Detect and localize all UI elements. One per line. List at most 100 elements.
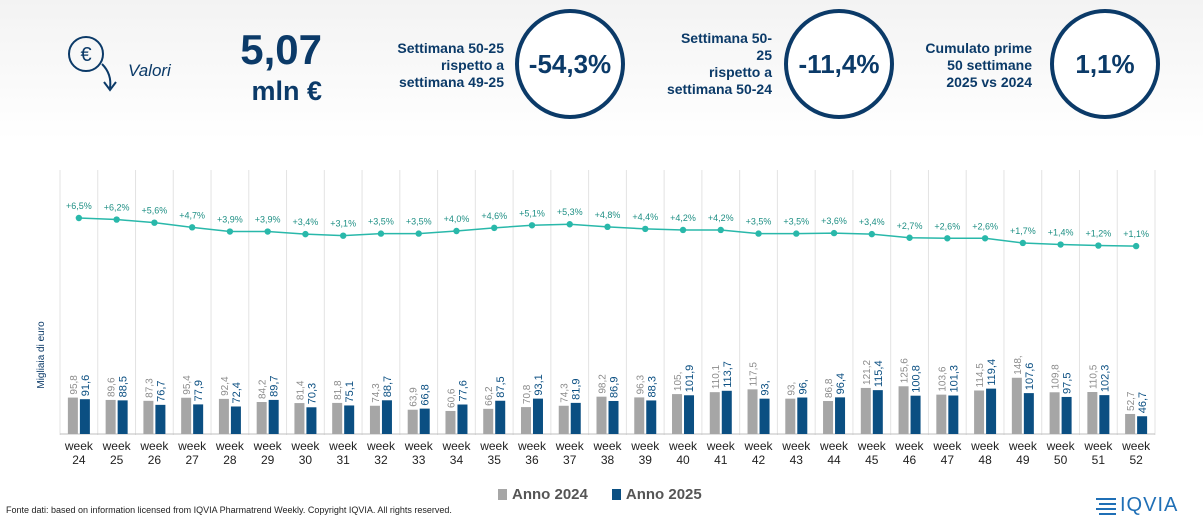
growth-point xyxy=(1132,242,1140,250)
data-label-2025: 119,4 xyxy=(986,359,998,386)
bar-2024 xyxy=(143,400,154,434)
growth-label: +2,6% xyxy=(972,221,998,231)
growth-point xyxy=(717,226,724,234)
data-label-2025: 100,8 xyxy=(911,365,923,393)
legend-item-2025: Anno 2025 xyxy=(611,486,702,503)
growth-point xyxy=(944,235,951,242)
data-label-2025: 96,4 xyxy=(835,373,847,394)
growth-point xyxy=(604,223,611,231)
bar-2024 xyxy=(634,397,645,434)
category-label-number: 52 xyxy=(1129,453,1143,467)
category-label: week xyxy=(441,439,471,453)
data-label-2024: 74,3 xyxy=(560,383,571,403)
bar-2024 xyxy=(1125,413,1136,434)
bar-2025 xyxy=(268,399,279,434)
legend: Anno 2024 Anno 2025 xyxy=(498,486,702,503)
logo-text: IQVIA xyxy=(1120,494,1179,516)
data-label-2025: 101,3 xyxy=(948,365,960,393)
category-label: week xyxy=(781,439,811,453)
bar-2024 xyxy=(483,408,494,434)
category-label: week xyxy=(706,439,736,453)
data-label-2025: 70,3 xyxy=(306,383,318,404)
data-label-2024: 60,6 xyxy=(446,388,457,408)
category-label: week xyxy=(517,439,547,453)
bar-2025 xyxy=(986,388,997,434)
bar-2024 xyxy=(747,389,758,434)
growth-label: +4,0% xyxy=(444,214,470,224)
category-label: week xyxy=(1046,439,1076,453)
legend-swatch-2025 xyxy=(611,489,621,500)
growth-label: +4,2% xyxy=(670,213,696,223)
growth-label: +4,2% xyxy=(708,213,734,223)
bar-2024 xyxy=(1087,392,1098,434)
category-label-number: 45 xyxy=(865,453,879,467)
growth-point xyxy=(1019,239,1027,247)
bar-2024 xyxy=(67,397,78,434)
data-label-2024: 103,6 xyxy=(937,366,948,391)
category-label-number: 38 xyxy=(601,453,615,467)
category-label-number: 29 xyxy=(261,453,275,467)
category-label: week xyxy=(592,439,622,453)
data-label-2024: 125,6 xyxy=(900,358,911,383)
data-label-2025: 75,1 xyxy=(344,381,356,402)
category-label: week xyxy=(668,439,698,453)
bar-2025 xyxy=(457,404,468,434)
category-label-number: 48 xyxy=(978,453,992,467)
data-label-2024: 148, xyxy=(1013,355,1024,374)
data-label-2024: 87,3 xyxy=(144,378,155,398)
bar-2025 xyxy=(344,405,355,434)
category-label: week xyxy=(1008,439,1038,453)
data-label-2024: 66,2 xyxy=(484,386,495,406)
category-label-number: 28 xyxy=(223,453,237,467)
bar-2025 xyxy=(608,400,619,434)
data-label-2025: 115,4 xyxy=(873,360,885,387)
bar-2025 xyxy=(646,400,657,434)
data-label-2025: 86,9 xyxy=(609,377,621,398)
growth-point xyxy=(868,230,876,238)
bar-2025 xyxy=(532,398,543,434)
data-label-2025: 77,6 xyxy=(457,380,469,401)
growth-point xyxy=(642,225,649,233)
data-label-2025: 46,7 xyxy=(1137,392,1149,413)
growth-label: +3,4% xyxy=(859,217,885,227)
growth-label: +3,5% xyxy=(746,217,772,227)
growth-point xyxy=(226,228,234,235)
bar-2024 xyxy=(898,386,909,434)
data-label-2024: 86,8 xyxy=(824,378,835,398)
growth-label: +3,4% xyxy=(293,217,319,227)
category-label-number: 27 xyxy=(185,453,199,467)
bar-2025 xyxy=(948,395,959,434)
bar-2024 xyxy=(558,405,569,434)
category-label-number: 42 xyxy=(752,453,766,467)
bar-2025 xyxy=(419,408,430,434)
bar-2025 xyxy=(797,397,808,434)
kpi-3-label: Cumulato prime 50 settimane 2025 vs 2024 xyxy=(925,40,1032,90)
growth-label: +3,6% xyxy=(821,216,847,226)
growth-label: +1,1% xyxy=(1123,229,1149,239)
bar-2025 xyxy=(910,395,921,434)
growth-point xyxy=(906,234,913,241)
bar-2025 xyxy=(230,406,241,434)
logo-mark-icon xyxy=(1096,497,1116,515)
data-label-2025: 107,6 xyxy=(1024,363,1036,391)
kpi-2-label: Settimana 50- 25 rispetto a settimana 50… xyxy=(666,30,772,97)
data-label-2025: 96, xyxy=(797,379,809,394)
data-label-2024: 109,8 xyxy=(1051,364,1062,389)
growth-point xyxy=(566,221,573,228)
category-label-number: 50 xyxy=(1054,453,1068,467)
category-label: week xyxy=(102,439,132,453)
category-label: week xyxy=(290,439,320,453)
growth-label: +3,9% xyxy=(255,215,281,225)
growth-label: +2,6% xyxy=(934,221,960,231)
data-label-2024: 110,1 xyxy=(711,364,722,389)
data-label-2024: 93, xyxy=(786,382,797,396)
data-label-2025: 93,1 xyxy=(533,374,545,395)
data-label-2024: 105, xyxy=(673,372,684,391)
data-label-2024: 95,8 xyxy=(69,375,80,395)
growth-label: +4,6% xyxy=(481,211,507,221)
category-label: week xyxy=(215,439,245,453)
category-label: week xyxy=(970,439,1000,453)
category-label: week xyxy=(404,439,434,453)
growth-point xyxy=(491,224,498,232)
headline-value: 5,07 xyxy=(240,26,322,73)
